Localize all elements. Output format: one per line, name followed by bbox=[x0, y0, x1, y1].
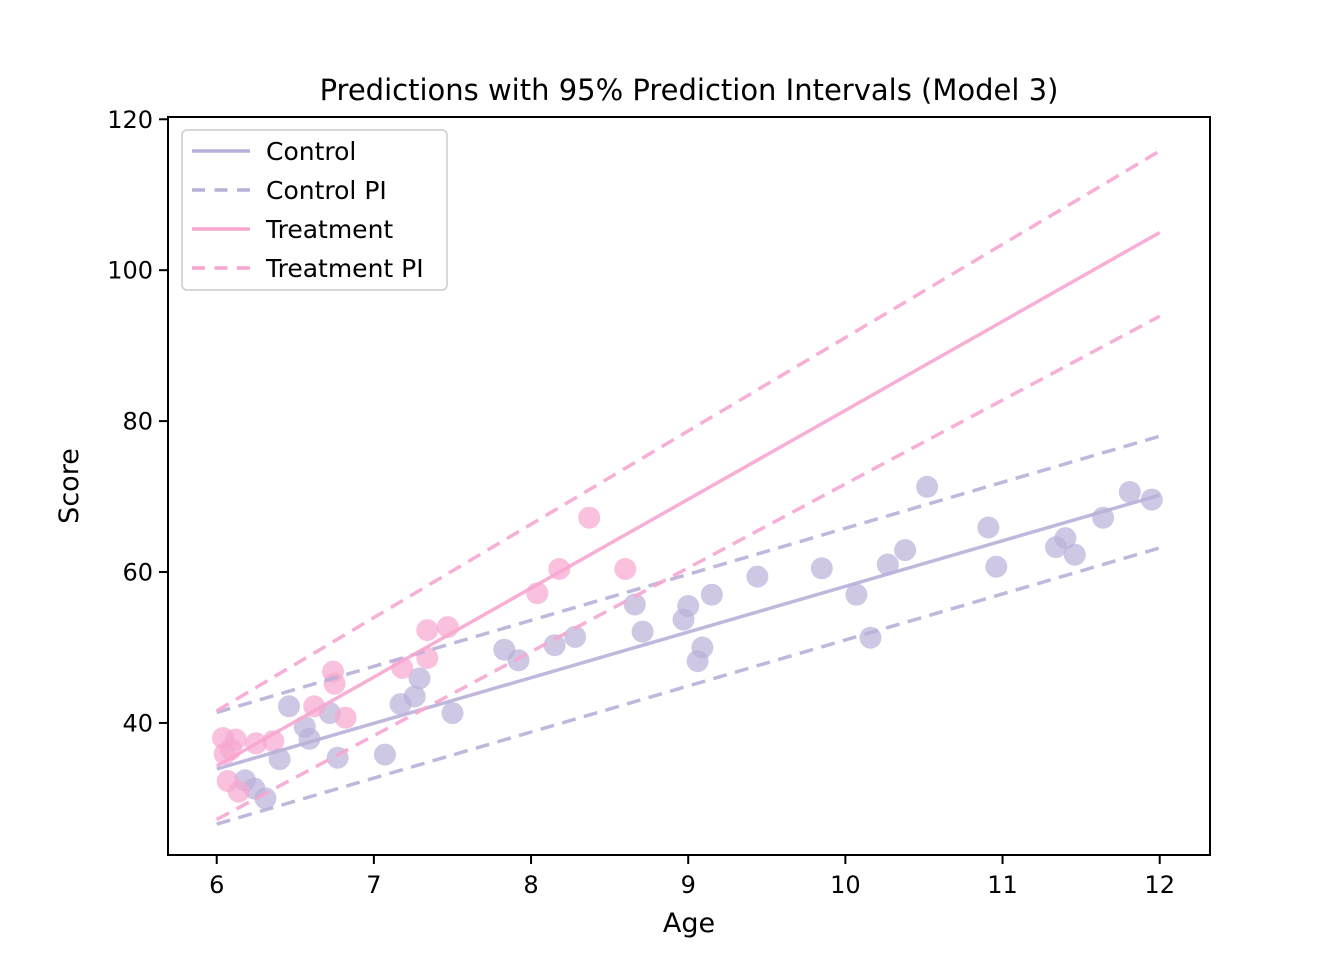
treatment-scatter-point bbox=[416, 619, 439, 642]
control-line bbox=[216, 493, 1161, 771]
legend-label-treatment-pi: Treatment PI bbox=[265, 254, 424, 283]
treatment-pi-lower-line bbox=[215, 314, 1161, 822]
control-scatter-point bbox=[1063, 543, 1086, 566]
treatment-scatter-point bbox=[578, 506, 601, 529]
treatment-line bbox=[215, 230, 1161, 768]
control-scatter-point bbox=[403, 685, 426, 708]
legend-entry-control: Control bbox=[192, 137, 356, 166]
control-scatter-point bbox=[441, 702, 464, 725]
control-scatter-point bbox=[1118, 481, 1141, 503]
axes-layer: 6 7 8 9 10 11 12 40 60 80 100 120 bbox=[107, 106, 1211, 899]
control-scatter-series bbox=[234, 475, 1163, 810]
treatment-pi-upper-line bbox=[215, 149, 1161, 713]
x-tick-label: 8 bbox=[523, 871, 538, 899]
control-scatter-point bbox=[677, 595, 700, 617]
y-tick-label: 80 bbox=[122, 408, 153, 436]
treatment-scatter-point bbox=[323, 672, 346, 695]
control-scatter-point bbox=[1054, 527, 1077, 550]
control-scatter-point bbox=[894, 539, 917, 562]
x-tick-label: 9 bbox=[681, 871, 696, 899]
control-scatter-point bbox=[746, 565, 769, 588]
y-axis-label: Score bbox=[54, 448, 85, 524]
treatment-scatter-point bbox=[614, 558, 637, 580]
legend-box bbox=[181, 129, 448, 291]
legend-label-treatment: Treatment bbox=[265, 215, 393, 244]
y-tick-label: 100 bbox=[107, 257, 153, 285]
control-scatter-point bbox=[810, 557, 833, 580]
legend-entry-treatment-pi: Treatment PI bbox=[192, 254, 424, 283]
y-tick-label: 40 bbox=[122, 709, 153, 737]
y-tick-label: 60 bbox=[122, 559, 153, 587]
control-scatter-point bbox=[977, 516, 1000, 539]
x-tick-label: 6 bbox=[209, 871, 224, 899]
treatment-scatter-point bbox=[334, 706, 357, 729]
control-scatter-point bbox=[623, 593, 646, 616]
x-tick-label: 12 bbox=[1144, 871, 1175, 899]
treatment-scatter-point bbox=[227, 780, 250, 803]
legend: Control Control PI Treatment Treatment PI bbox=[181, 129, 448, 291]
y-tick-label: 120 bbox=[107, 106, 153, 134]
chart-title: Predictions with 95% Prediction Interval… bbox=[320, 73, 1059, 107]
control-scatter-point bbox=[631, 620, 654, 643]
x-tick-label: 10 bbox=[830, 871, 861, 899]
control-scatter-point bbox=[859, 626, 882, 649]
control-scatter-point bbox=[985, 555, 1008, 578]
legend-label-control-pi: Control PI bbox=[266, 176, 387, 205]
legend-entry-treatment: Treatment bbox=[192, 215, 393, 244]
control-scatter-point bbox=[564, 625, 587, 648]
control-scatter-point bbox=[278, 695, 300, 718]
control-scatter-point bbox=[254, 787, 277, 810]
x-tick-label: 7 bbox=[366, 871, 381, 899]
control-scatter-point bbox=[700, 583, 723, 606]
control-scatter-point bbox=[373, 743, 396, 766]
treatment-scatter-point bbox=[303, 695, 326, 718]
control-pi-upper-line bbox=[216, 434, 1161, 715]
control-scatter-point bbox=[916, 475, 939, 498]
control-scatter-point bbox=[845, 583, 868, 606]
control-scatter-point bbox=[876, 553, 899, 576]
control-scatter-point bbox=[543, 634, 566, 657]
control-scatter-point bbox=[691, 636, 714, 659]
control-scatter-point bbox=[408, 667, 431, 690]
legend-label-control: Control bbox=[266, 137, 356, 166]
control-pi-lower-line bbox=[216, 546, 1161, 826]
x-axis-label: Age bbox=[663, 908, 715, 939]
treatment-scatter-point bbox=[224, 728, 247, 751]
x-tick-label: 11 bbox=[987, 871, 1018, 899]
legend-entry-control-pi: Control PI bbox=[192, 176, 387, 205]
